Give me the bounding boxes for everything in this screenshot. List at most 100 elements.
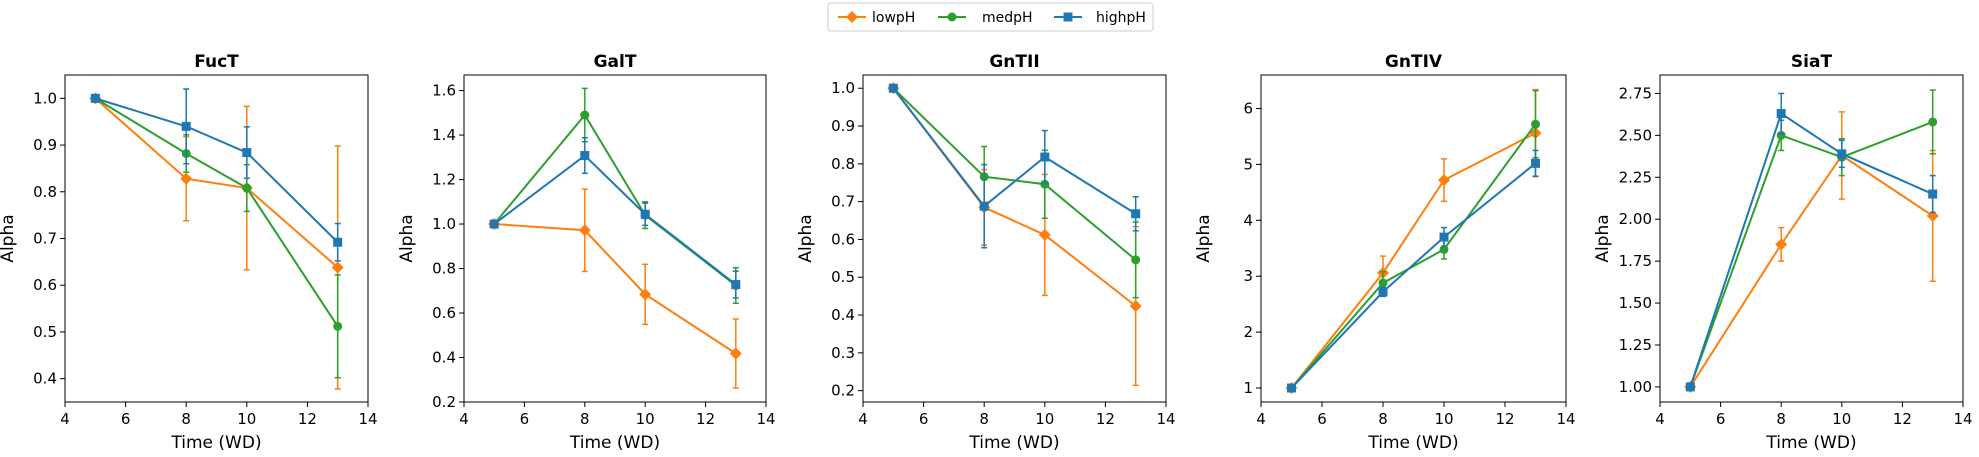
data-point: [1038, 228, 1051, 241]
series-line: [1290, 132, 1536, 389]
series-line: [1290, 162, 1537, 389]
data-point: [578, 224, 591, 237]
series-highpH: [90, 88, 343, 262]
series-medpH: [1287, 89, 1540, 393]
plot-frame: [463, 74, 767, 403]
y-tick-label: 0.6: [33, 276, 57, 294]
x-tick-label: 8: [979, 410, 989, 428]
y-tick-label: 0.9: [33, 136, 57, 154]
y-axis-label: Alpha: [397, 214, 417, 262]
panel-FucT: FucT 4 6 8 10 12 14 0.4 0.5 0.6 0.7 0.8 0.9 1.0 Time (…: [0, 52, 378, 453]
y-tick-label: 1.6: [432, 82, 456, 100]
data-point: [1378, 278, 1388, 288]
x-tick-label: 8: [181, 410, 191, 428]
series-medpH: [90, 93, 343, 379]
legend-entry-medpH: medpH: [938, 10, 1033, 26]
y-tick-label: 2.50: [1619, 126, 1652, 144]
y-tick-label: 0.4: [432, 349, 456, 367]
series-line: [95, 97, 339, 243]
data-point: [639, 288, 652, 301]
y-tick-label: 2: [1243, 323, 1253, 341]
panel-title: GnTIV: [1385, 52, 1443, 72]
x-axis-label: Time (WD): [569, 433, 660, 453]
y-axis-label: Alpha: [1593, 214, 1613, 262]
x-axis-label: Time (WD): [1765, 433, 1856, 453]
panel-title: SiaT: [1791, 52, 1833, 72]
y-tick-label: 0.4: [33, 370, 57, 388]
y-tick-label: 2.75: [1619, 84, 1652, 102]
y-axis-label: Alpha: [0, 214, 18, 262]
y-tick-label: 1.00: [1619, 378, 1652, 396]
series-medpH: [1685, 89, 1938, 392]
series-line: [493, 154, 737, 286]
panel-SiaT: SiaT 4 6 8 10 12 14 1.00 1.25 1.50 1.75 2.00 2.25 2.5…: [1593, 52, 1973, 453]
data-point: [729, 347, 742, 360]
plot-frame: [1260, 74, 1567, 403]
x-tick-label: 12: [298, 410, 317, 428]
series-line: [493, 113, 737, 287]
legend-marker-highpH: [1063, 12, 1073, 22]
data-point: [1129, 299, 1142, 312]
y-tick-label: 0.8: [432, 260, 456, 278]
data-point: [333, 321, 343, 331]
x-tick-label: 6: [121, 410, 131, 428]
panel-title: FucT: [194, 52, 239, 72]
series-highpH: [1685, 92, 1938, 392]
x-tick-label: 8: [1776, 410, 1786, 428]
x-tick-label: 14: [756, 410, 775, 428]
data-point: [90, 93, 100, 103]
legend: lowpH medpH highpH: [827, 2, 1154, 32]
data-point: [1685, 382, 1695, 392]
series-lowpH: [1684, 111, 1939, 393]
panel-GnTII: GnTII 4 6 8 10 12 14 0.2 0.3 0.4 0.5 0.6 0.7 0.8 0.9 1.…: [796, 52, 1176, 453]
x-axis-label: Time (WD): [968, 433, 1059, 453]
y-tick-label: 0.8: [33, 183, 57, 201]
y-tick-label: 0.9: [831, 117, 855, 135]
data-point: [1287, 383, 1296, 393]
y-tick-label: 0.6: [831, 230, 855, 248]
data-point: [1378, 287, 1388, 297]
series-line: [1689, 154, 1934, 388]
y-tick-label: 0.6: [432, 304, 456, 322]
x-axis-label: Time (WD): [170, 433, 261, 453]
legend-marker-lowpH: [846, 11, 858, 23]
x-tick-label: 12: [696, 410, 715, 428]
x-tick-label: 14: [1156, 410, 1175, 428]
y-tick-label: 1.0: [831, 79, 855, 97]
y-tick-label: 3: [1243, 267, 1253, 285]
legend-label-medpH: medpH: [982, 10, 1033, 26]
x-tick-label: 10: [1434, 410, 1453, 428]
y-tick-label: 1.0: [432, 215, 456, 233]
series-line: [1689, 112, 1934, 388]
y-tick-label: 2.00: [1619, 210, 1652, 228]
panel-GalT: GalT 4 6 8 10 12 14 0.2 0.4 0.6 0.8 1.0 1.2 1.4 1.6 Tim…: [397, 52, 776, 453]
x-tick-label: 12: [1096, 410, 1115, 428]
plot-frame: [64, 74, 369, 403]
data-point: [580, 151, 590, 161]
x-tick-label: 6: [1317, 410, 1327, 428]
series-lowpH: [1285, 88, 1542, 395]
y-axis-label: Alpha: [796, 214, 816, 262]
data-point: [1131, 255, 1141, 265]
series-line: [1689, 121, 1934, 388]
data-point: [489, 219, 499, 229]
data-point: [640, 209, 650, 219]
data-point: [1837, 149, 1847, 159]
data-point: [1776, 109, 1786, 119]
panel-title: GnTII: [989, 52, 1039, 72]
y-tick-label: 1.4: [432, 126, 456, 144]
data-point: [1131, 209, 1141, 219]
y-tick-label: 1.50: [1619, 294, 1652, 312]
x-tick-label: 4: [1256, 410, 1266, 428]
y-tick-label: 0.2: [432, 393, 456, 411]
data-point: [1928, 189, 1938, 199]
y-tick-label: 1: [1243, 379, 1253, 397]
series-highpH: [1287, 149, 1540, 393]
y-tick-label: 6: [1243, 100, 1253, 118]
y-tick-label: 1.0: [33, 89, 57, 107]
plot-frame: [1659, 74, 1964, 403]
series-lowpH: [488, 188, 742, 389]
data-point: [1040, 152, 1050, 162]
